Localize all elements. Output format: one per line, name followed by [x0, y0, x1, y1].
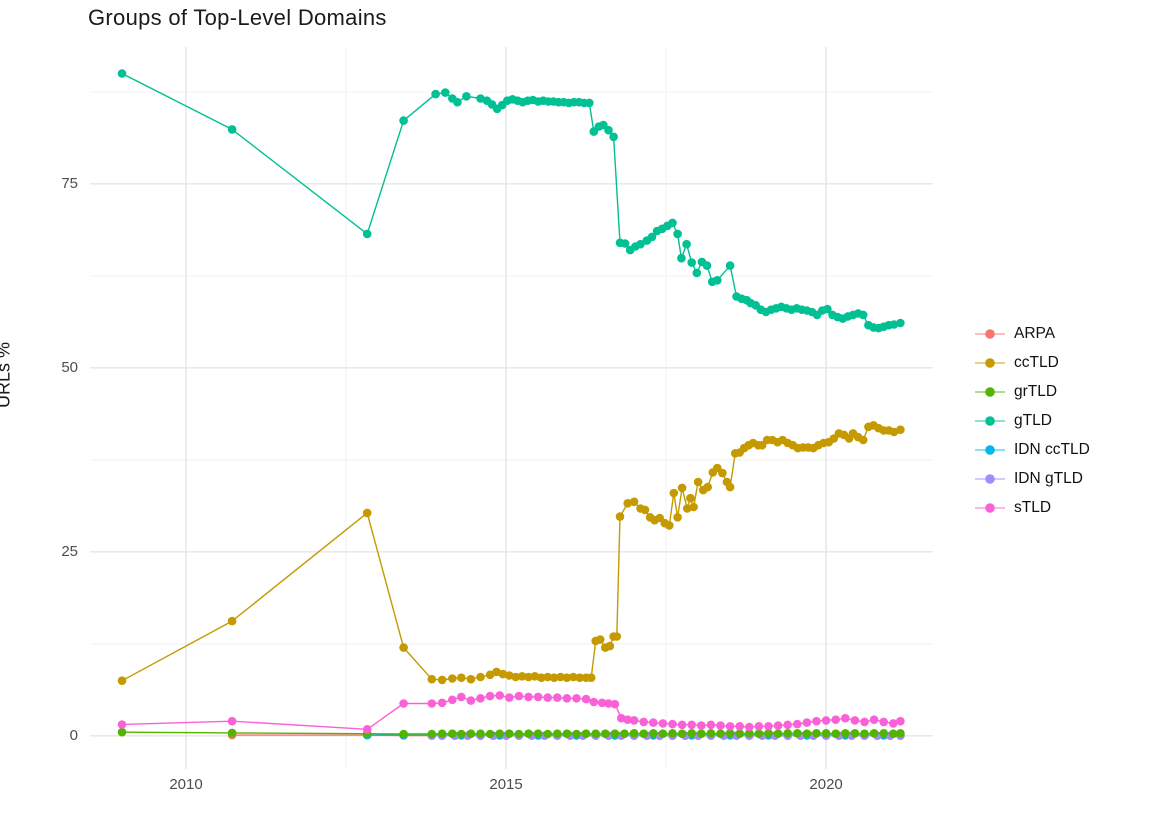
legend-label-arpa: ARPA	[1014, 324, 1056, 342]
legend-label-cctld: ccTLD	[1014, 353, 1059, 371]
chart-title: Groups of Top-Level Domains	[88, 5, 387, 30]
legend-label-gtld: gTLD	[1014, 411, 1052, 429]
legend-key-icon-gtld	[975, 415, 1005, 426]
grid-major	[90, 47, 933, 769]
legend-label-grtld: grTLD	[1014, 382, 1058, 400]
legend-item-idn-gtld: IDN gTLD	[974, 464, 1090, 493]
series-stld	[117, 691, 905, 734]
legend-key-icon-arpa	[975, 328, 1005, 339]
legend-key-icon-idn-cctld	[975, 444, 1005, 455]
legend-item-arpa: ARPA	[974, 319, 1090, 348]
y-tick-label-0: 0	[69, 726, 78, 744]
x-tick-label-2010: 2010	[169, 776, 203, 793]
legend-key-icon-idn-gtld	[975, 473, 1005, 484]
legend-item-cctld: ccTLD	[974, 348, 1090, 377]
y-tick-label-50: 50	[61, 358, 78, 376]
y-tick-label-75: 75	[61, 174, 78, 192]
legend-key-icon-cctld	[975, 357, 1005, 368]
legend-key-icon-grtld	[975, 386, 1005, 397]
legend-label-stld: sTLD	[1014, 498, 1052, 516]
series-grtld	[117, 727, 905, 739]
legend: ARPA ccTLD grTLD gTLD IDN ccTLD IDN gTLD sTLD	[974, 319, 1090, 522]
series-cctld	[117, 421, 905, 685]
legend-label-idn-gtld: IDN gTLD	[1014, 469, 1083, 487]
x-tick-label-2020: 2020	[809, 776, 843, 793]
grid-minor	[90, 47, 933, 769]
legend-label-idn-cctld: IDN ccTLD	[1014, 440, 1090, 458]
legend-item-idn-cctld: IDN ccTLD	[974, 435, 1090, 464]
legend-item-stld: sTLD	[974, 493, 1090, 522]
y-tick-label-25: 25	[61, 542, 78, 560]
legend-item-grtld: grTLD	[974, 377, 1090, 406]
legend-key-icon-stld	[975, 502, 1005, 513]
legend-item-gtld: gTLD	[974, 406, 1090, 435]
x-tick-label-2015: 2015	[489, 776, 523, 793]
series-gtld	[117, 69, 905, 333]
